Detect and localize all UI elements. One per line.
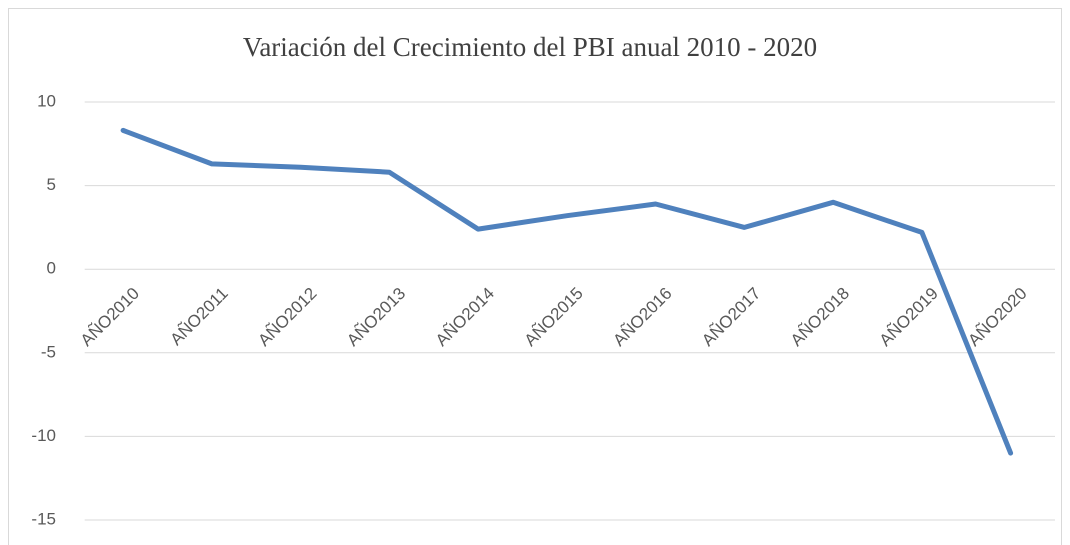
y-tick-label: 5	[47, 175, 56, 194]
y-tick-label: 0	[47, 259, 56, 278]
y-tick-label: -10	[31, 426, 56, 445]
chart-title: Variación del Crecimiento del PBI anual …	[243, 32, 817, 62]
y-tick-label: 10	[37, 91, 56, 110]
y-tick-label: -15	[31, 509, 56, 528]
data-line	[120, 127, 1014, 456]
y-tick-label: -5	[41, 342, 56, 361]
chart-border	[8, 8, 1062, 545]
